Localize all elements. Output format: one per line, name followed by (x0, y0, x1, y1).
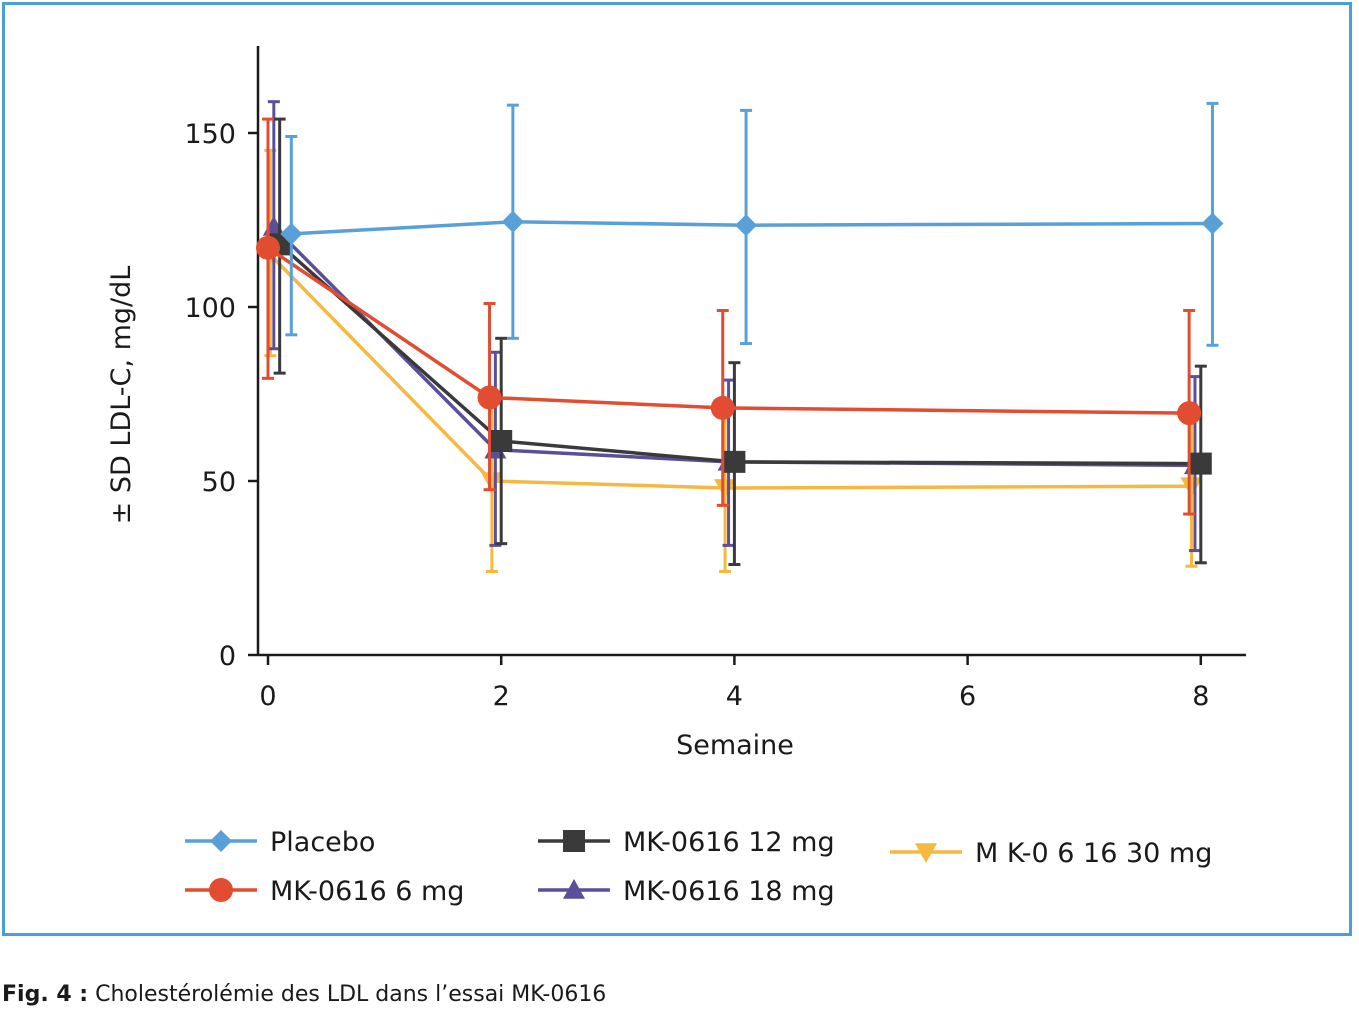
axes: 0 50 100 150 0 2 4 6 8 Semaine ± SD LDL-C, mg/dL (106, 46, 1246, 761)
data-point (501, 210, 524, 233)
data-point (480, 472, 503, 492)
series-line (267, 246, 1190, 415)
figure-frame (2, 2, 1352, 936)
legend-item-3: MK-0616 18 mg (538, 876, 835, 907)
data-point (490, 429, 513, 452)
legend-label: MK-0616 18 mg (623, 876, 835, 907)
caption-label: Fig. 4 : (2, 982, 89, 1007)
data-point (280, 222, 303, 245)
legend-label: M K-0 6 16 30 mg (975, 838, 1212, 869)
legend-item-0: Placebo (185, 827, 375, 858)
x-tick-label: 8 (1192, 681, 1209, 712)
x-tick-label: 6 (959, 681, 976, 712)
legend-label: MK-0616 12 mg (623, 827, 835, 858)
y-tick-label: 100 (184, 293, 236, 324)
data-point (714, 479, 737, 499)
data-point (710, 395, 735, 420)
series-line (291, 219, 1213, 236)
caption-text: Cholestérolémie des LDL dans l’essai MK-… (95, 982, 607, 1007)
data-point (563, 879, 585, 899)
series-line (278, 243, 1201, 466)
legend-item-1: MK-0616 6 mg (185, 876, 464, 907)
series-layer (256, 100, 1224, 573)
series-0 (280, 101, 1224, 347)
x-axis-title: Semaine (676, 730, 794, 761)
x-tick-label: 0 (259, 681, 276, 712)
figure-caption: Fig. 4 : Cholestérolémie des LDL dans l’… (2, 982, 606, 1007)
y-axis-title: ± SD LDL-C, mg/dL (106, 266, 137, 525)
legend: Placebo MK-0616 6 mg MK-0616 12 mg MK-0616 … (185, 827, 1212, 907)
data-point (735, 214, 758, 237)
series-1 (256, 117, 1202, 516)
data-point (1201, 212, 1224, 235)
legend-item-4: M K-0 6 16 30 mg (890, 838, 1212, 869)
x-tick-label: 2 (493, 681, 510, 712)
data-point (477, 385, 502, 410)
data-point (256, 235, 280, 260)
data-point (1180, 477, 1203, 498)
legend-label: MK-0616 6 mg (270, 876, 464, 907)
legend-item-2: MK-0616 12 mg (538, 827, 835, 858)
y-tick-label: 150 (184, 119, 236, 150)
y-tick-label: 0 (219, 641, 236, 672)
x-tick-label: 4 (726, 681, 743, 712)
data-point (210, 830, 232, 852)
data-point (915, 843, 937, 863)
y-tick-label: 50 (202, 467, 236, 498)
series-line (269, 253, 1192, 490)
data-point (1189, 452, 1212, 475)
series-4 (259, 148, 1203, 573)
data-point (209, 878, 233, 902)
data-point (723, 450, 746, 473)
data-point (563, 830, 585, 852)
data-point (1177, 401, 1202, 426)
legend-label: Placebo (270, 827, 375, 858)
